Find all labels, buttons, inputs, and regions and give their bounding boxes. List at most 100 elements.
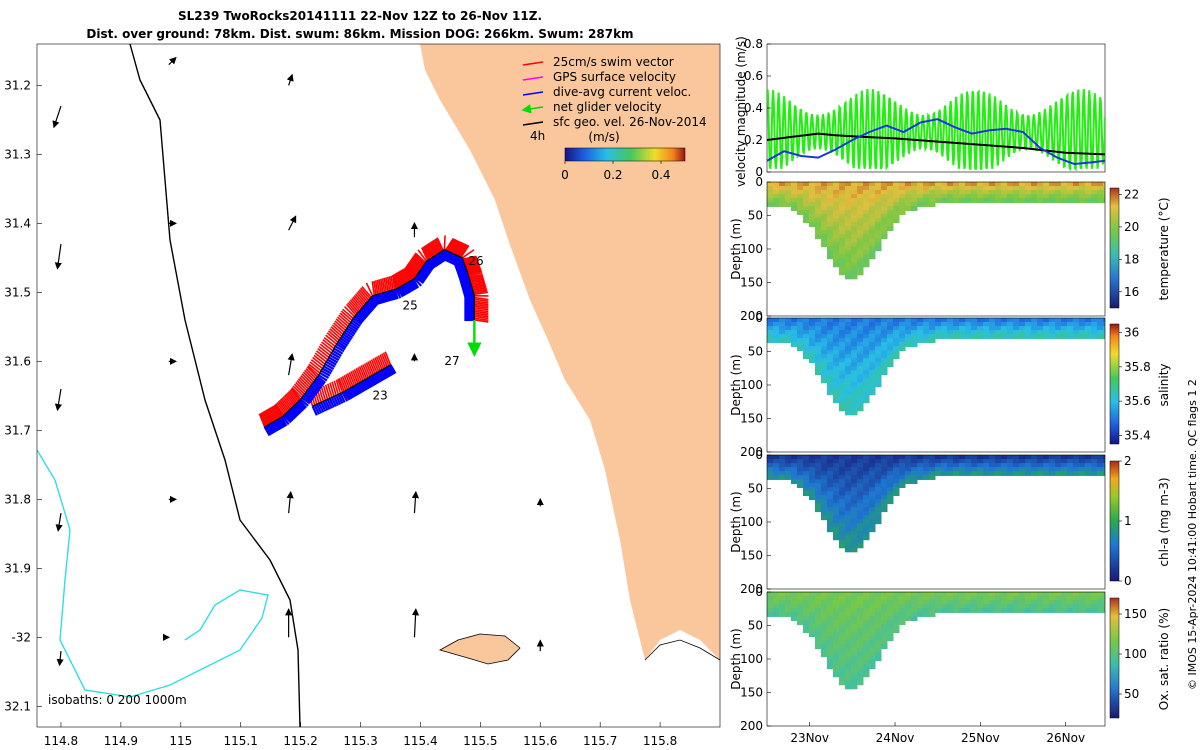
section-cell bbox=[797, 483, 804, 488]
section-cell bbox=[953, 455, 960, 460]
section-cell bbox=[827, 374, 834, 380]
section-cell bbox=[773, 326, 780, 331]
land-coast bbox=[420, 44, 720, 660]
section-cell bbox=[869, 463, 876, 468]
swim-vector bbox=[371, 281, 376, 296]
section-cell bbox=[869, 507, 876, 513]
swim-vector bbox=[474, 296, 489, 301]
section-cell bbox=[851, 322, 858, 327]
swim-vector bbox=[386, 276, 391, 291]
section-cell bbox=[809, 455, 816, 460]
section-cell bbox=[1019, 190, 1026, 195]
dive-avg-vector bbox=[459, 277, 470, 282]
section-cell bbox=[1097, 326, 1104, 331]
swim-vector bbox=[320, 386, 327, 401]
section-cell bbox=[815, 230, 822, 236]
section-cell bbox=[779, 596, 786, 601]
section-cell bbox=[857, 362, 864, 368]
map-y-tick-label: 31.2 bbox=[4, 78, 31, 92]
section-cells bbox=[767, 182, 1105, 280]
colorbar-tick-label: 1 bbox=[1124, 514, 1132, 528]
dive-avg-vector bbox=[348, 323, 359, 331]
section-cell bbox=[773, 182, 780, 187]
section-cell bbox=[905, 186, 912, 191]
section-cell bbox=[1085, 330, 1092, 335]
day-label: 25 bbox=[402, 299, 417, 313]
section-cell bbox=[905, 616, 912, 621]
section-cell bbox=[995, 190, 1002, 195]
section-cell bbox=[995, 318, 1002, 323]
map-y-tick-label: 31.4 bbox=[4, 216, 31, 230]
section-cell bbox=[965, 190, 972, 195]
section-cell bbox=[887, 226, 894, 232]
section-cell bbox=[1055, 334, 1062, 339]
section-cell bbox=[1049, 463, 1056, 468]
section-cell bbox=[1031, 463, 1038, 468]
section-cell bbox=[1073, 194, 1080, 199]
dive-avg-vector bbox=[401, 284, 409, 295]
section-cell bbox=[1085, 194, 1092, 199]
section-cell bbox=[905, 608, 912, 613]
section-cell bbox=[989, 186, 996, 191]
section-cell bbox=[905, 326, 912, 331]
section-cell bbox=[869, 238, 876, 244]
section-cell bbox=[827, 499, 834, 505]
section-cell bbox=[1037, 600, 1044, 605]
dive-avg-vector bbox=[386, 291, 392, 302]
section-cell bbox=[839, 479, 846, 484]
section-cell bbox=[899, 467, 906, 472]
section-cell bbox=[1043, 467, 1050, 472]
section-cell bbox=[845, 274, 852, 280]
section-cell bbox=[851, 459, 858, 464]
section-cell bbox=[881, 487, 888, 493]
section-cell bbox=[803, 322, 810, 327]
section-cell bbox=[857, 326, 864, 331]
section-cell bbox=[959, 600, 966, 605]
section-cell bbox=[779, 463, 786, 468]
dive-avg-vector bbox=[348, 387, 356, 398]
section-cell bbox=[839, 507, 846, 513]
dive-avg-vector bbox=[352, 317, 363, 325]
section-cell bbox=[833, 656, 840, 662]
section-cell bbox=[1037, 596, 1044, 601]
section-cell bbox=[821, 503, 828, 509]
section-cell bbox=[845, 463, 852, 468]
section-cell bbox=[839, 394, 846, 400]
section-cell bbox=[887, 222, 894, 228]
section-cell bbox=[947, 182, 954, 187]
section-cell bbox=[857, 652, 864, 658]
section-cell bbox=[1043, 604, 1050, 609]
section-cell bbox=[863, 358, 870, 364]
section-cell bbox=[863, 616, 870, 621]
dive-avg-vector bbox=[459, 278, 470, 284]
section-cell bbox=[1103, 322, 1105, 327]
section-cell bbox=[839, 499, 846, 505]
section-cell bbox=[833, 206, 840, 211]
section-cell bbox=[1091, 463, 1098, 468]
section-cell bbox=[803, 350, 810, 356]
section-cell bbox=[839, 366, 846, 372]
section-cell bbox=[845, 246, 852, 252]
dive-avg-vector bbox=[428, 259, 436, 269]
section-cell bbox=[827, 366, 834, 372]
section-cell bbox=[1025, 334, 1032, 339]
section-cell bbox=[791, 479, 798, 484]
section-cell bbox=[785, 334, 792, 339]
section-cell bbox=[857, 346, 864, 351]
colorbar-tick-label: 35.4 bbox=[1124, 428, 1151, 442]
section-cell bbox=[815, 194, 822, 199]
section-cell bbox=[911, 479, 918, 484]
section-cell bbox=[917, 455, 924, 460]
section-cell bbox=[1079, 600, 1086, 605]
section-cell bbox=[797, 194, 804, 199]
section-cell bbox=[1091, 330, 1098, 335]
swim-vector bbox=[474, 313, 489, 318]
swim-vector bbox=[404, 267, 416, 278]
section-cell bbox=[929, 604, 936, 609]
section-cell bbox=[935, 459, 942, 464]
section-cell bbox=[1001, 463, 1008, 468]
section-cell bbox=[833, 358, 840, 364]
section-cell bbox=[863, 487, 870, 493]
section-cell bbox=[1025, 455, 1032, 460]
section-cell bbox=[785, 612, 792, 617]
